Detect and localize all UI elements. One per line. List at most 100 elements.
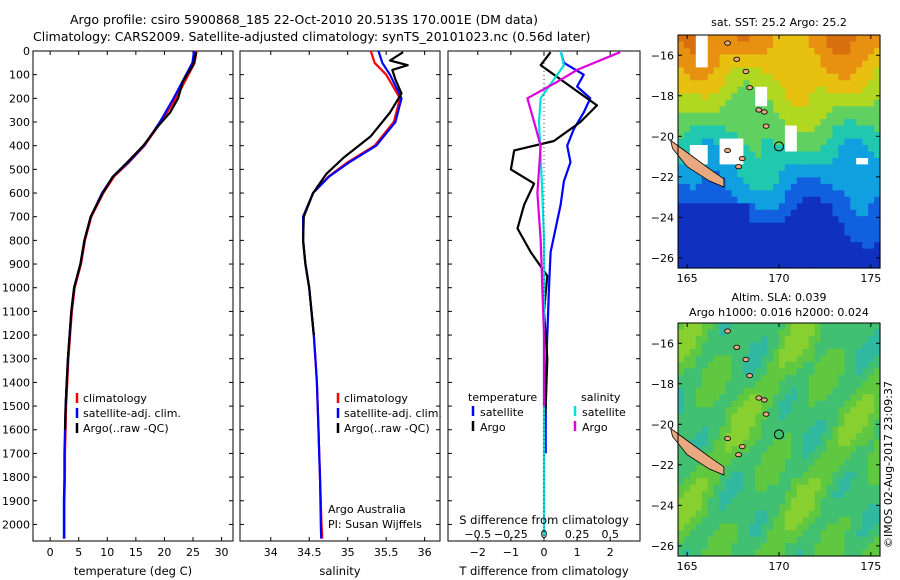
map-cell: [767, 484, 774, 492]
map-cell: [802, 216, 810, 224]
map-cell: [683, 209, 691, 217]
map-title: sat. SST: 25.2 Argo: 25.2: [711, 16, 847, 29]
map-cell: [808, 177, 816, 185]
map-cell: [814, 170, 822, 178]
map-cell: [731, 145, 738, 153]
map-cell: [784, 80, 792, 88]
map-cell: [773, 190, 780, 198]
map-cell: [826, 216, 833, 224]
map-cell: [790, 420, 798, 428]
map-cell: [862, 99, 869, 107]
map-cell: [838, 235, 845, 243]
map-cell: [695, 248, 703, 256]
map-cell: [790, 335, 798, 343]
map-cell: [832, 112, 839, 120]
map-cell: [689, 426, 697, 434]
map-cell: [850, 145, 857, 153]
map-cell: [749, 374, 756, 382]
map-cell: [802, 47, 810, 55]
map-cell: [844, 348, 851, 356]
map-cell: [826, 549, 833, 557]
map-cell: [761, 433, 768, 441]
map-cell: [767, 543, 774, 551]
map-cell: [767, 361, 774, 369]
map-cell: [743, 54, 750, 62]
map-cell: [707, 530, 715, 538]
map-cell: [731, 407, 738, 415]
map-cell: [820, 387, 828, 395]
map-cell: [826, 158, 833, 166]
map-cell: [832, 536, 839, 544]
map-cell: [749, 387, 756, 395]
map-cell: [773, 229, 780, 237]
map-cell: [868, 361, 875, 369]
map-cell: [749, 99, 756, 107]
map-cell: [743, 504, 750, 512]
map-cell: [832, 255, 839, 263]
map-cell: [790, 413, 798, 421]
map-cell: [755, 549, 762, 557]
map-cell: [755, 151, 762, 159]
map-cell: [808, 348, 816, 356]
map-cell: [838, 248, 845, 256]
map-cell: [678, 99, 685, 107]
map-cell: [749, 348, 756, 356]
map-cell: [814, 381, 822, 389]
map-cell: [725, 446, 732, 454]
map-cell: [796, 323, 804, 331]
map-cell: [862, 387, 869, 395]
map-y-tick-label: −22: [651, 459, 674, 472]
map-cell: [749, 471, 756, 479]
map-cell: [689, 381, 697, 389]
map-cell: [874, 497, 881, 505]
map-cell: [743, 465, 750, 473]
map-cell: [743, 216, 750, 224]
map-cell: [731, 329, 738, 337]
map-cell: [695, 35, 703, 43]
map-cell: [802, 452, 810, 460]
map-cell: [820, 86, 828, 94]
map-cell: [796, 112, 804, 120]
map-cell: [689, 497, 697, 505]
map-cell: [862, 400, 869, 408]
map-cell: [701, 510, 709, 518]
map-cell: [844, 164, 851, 172]
map-cell: [844, 209, 851, 217]
map-cell: [713, 125, 721, 133]
map-cell: [832, 471, 839, 479]
map-cell: [749, 433, 756, 441]
map-cell: [779, 190, 786, 198]
map-cell: [725, 374, 732, 382]
map-cell: [695, 145, 703, 153]
map-cell: [796, 93, 804, 101]
map-cell: [802, 484, 810, 492]
map-cell: [761, 439, 768, 447]
map-cell: [850, 248, 857, 256]
map-cell: [779, 530, 786, 538]
map-cell: [874, 138, 881, 146]
map-cell: [779, 67, 786, 75]
map-cell: [725, 478, 732, 486]
map-cell: [796, 329, 804, 337]
map-cell: [689, 177, 697, 185]
map-cell: [808, 125, 816, 133]
map-cell: [862, 504, 869, 512]
map-cell: [707, 543, 715, 551]
map-cell: [832, 465, 839, 473]
map-cell: [678, 47, 685, 55]
map-cell: [826, 73, 833, 81]
new-caledonia: [670, 139, 725, 188]
map-cell: [779, 504, 786, 512]
map-cell: [725, 125, 732, 133]
map-cell: [713, 446, 721, 454]
map-cell: [713, 93, 721, 101]
map-cell: [749, 35, 756, 43]
map-cell: [707, 374, 715, 382]
map-cell: [725, 523, 732, 531]
map-cell: [737, 196, 744, 204]
map-cell: [713, 329, 721, 337]
map-cell: [725, 517, 732, 525]
map-cell: [826, 203, 833, 211]
map-cell: [719, 164, 727, 172]
map-cell: [826, 413, 833, 421]
